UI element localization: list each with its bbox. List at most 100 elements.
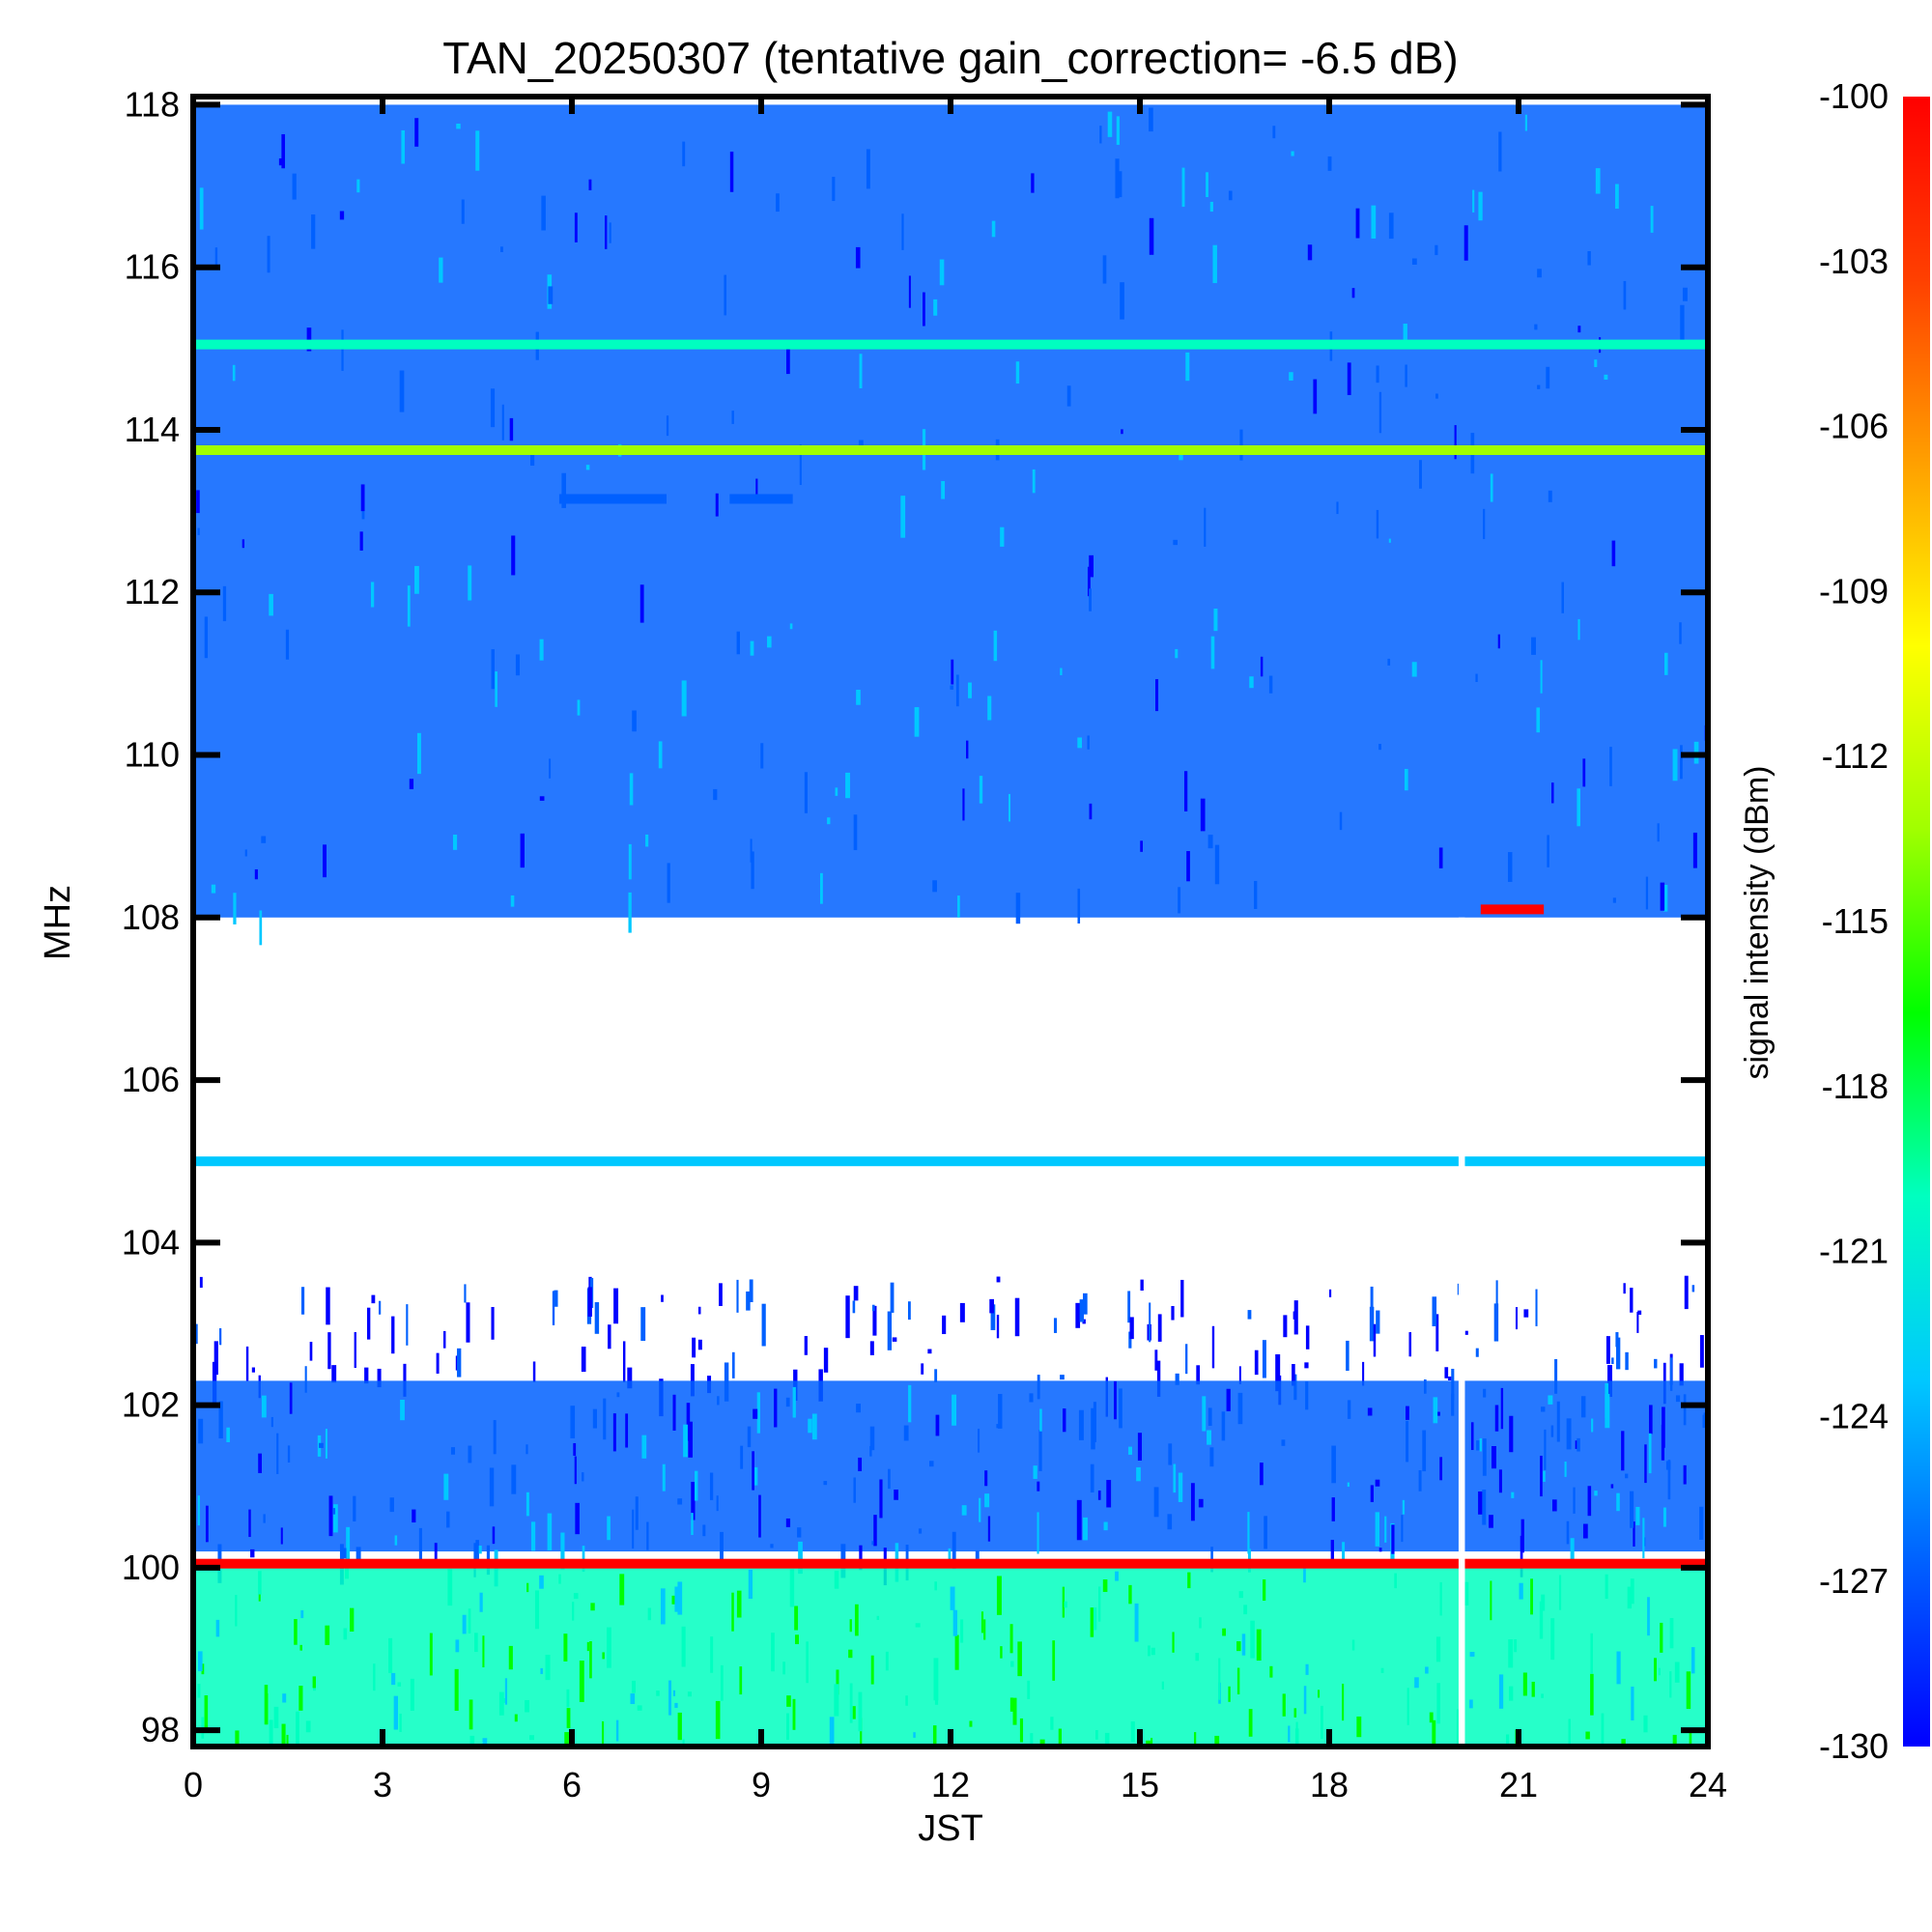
noise-speck (1548, 490, 1552, 502)
noise-speck (197, 1495, 200, 1526)
noise-speck (677, 1712, 682, 1741)
noise-speck (491, 649, 495, 690)
noise-speck (983, 1619, 986, 1640)
noise-speck (835, 787, 838, 796)
noise-speck (1406, 1406, 1409, 1420)
noise-speck (855, 246, 861, 269)
noise-speck (935, 1414, 940, 1436)
noise-speck (520, 833, 525, 868)
noise-speck (952, 1531, 956, 1570)
noise-speck (996, 1424, 1002, 1429)
noise-speck (632, 710, 637, 732)
noise-speck (265, 1693, 269, 1725)
noise-speck (785, 1397, 790, 1407)
noise-speck (356, 179, 360, 193)
noise-speck (479, 1592, 483, 1612)
noise-speck (1321, 1705, 1323, 1740)
noise-speck (1411, 258, 1417, 266)
noise-speck (276, 1433, 279, 1474)
noise-speck (1082, 1319, 1086, 1324)
noise-speck (1039, 1408, 1042, 1432)
noise-speck (789, 623, 793, 630)
noise-speck (1582, 1523, 1588, 1539)
noise-speck (927, 1349, 932, 1354)
noise-speck (289, 1382, 293, 1414)
noise-speck (468, 1608, 471, 1634)
noise-speck (468, 565, 472, 601)
y-tick-label: 112 (125, 572, 180, 611)
noise-speck (961, 1505, 967, 1516)
noise-speck (541, 195, 546, 231)
noise-speck (1307, 244, 1313, 261)
noise-speck (331, 1365, 337, 1383)
noise-speck (1662, 1507, 1666, 1527)
noise-speck (682, 141, 686, 167)
noise-speck (1573, 1487, 1576, 1514)
noise-speck (457, 1348, 462, 1378)
noise-speck (1076, 1499, 1082, 1541)
noise-speck (1524, 114, 1527, 131)
colorbar-tick-label: -100 (1819, 76, 1889, 116)
noise-speck (235, 1595, 238, 1627)
noise-speck (892, 1337, 897, 1342)
noise-speck (627, 1367, 633, 1389)
noise-speck (436, 1352, 440, 1374)
signal-line (193, 1558, 1708, 1569)
noise-speck (1185, 1344, 1188, 1375)
noise-speck (1534, 324, 1538, 330)
noise-speck (1208, 1407, 1212, 1427)
colorbar-label: signal intensity (dBm) (1739, 765, 1776, 1079)
noise-speck (1127, 1291, 1131, 1323)
noise-speck (1582, 758, 1586, 787)
y-axis-ticks: 98 100 102 104 106 108 110 112 114 116 118 (122, 84, 1708, 1749)
noise-speck (1658, 1667, 1661, 1676)
noise-speck (1010, 1661, 1014, 1667)
noise-speck (789, 1569, 795, 1607)
noise-speck (304, 1366, 307, 1393)
noise-speck (770, 1544, 774, 1548)
noise-speck (1077, 888, 1081, 924)
noise-speck (1376, 509, 1379, 539)
noise-speck (1660, 882, 1665, 911)
noise-speck (1541, 1693, 1544, 1698)
noise-speck (656, 1690, 660, 1696)
noise-speck (1422, 1430, 1427, 1472)
noise-speck (692, 1337, 696, 1358)
noise-speck (1239, 429, 1243, 461)
noise-speck (1241, 1634, 1246, 1656)
noise-speck (959, 1302, 965, 1322)
noise-speck (306, 327, 312, 352)
noise-speck (1414, 1677, 1419, 1689)
noise-speck (1669, 1617, 1674, 1649)
signal-line (1480, 904, 1545, 915)
noise-speck (1305, 1663, 1309, 1675)
noise-speck (1577, 1437, 1580, 1452)
noise-speck (218, 1401, 223, 1439)
noise-speck (1167, 1514, 1173, 1530)
noise-speck (1636, 1312, 1639, 1333)
noise-speck (1207, 1430, 1211, 1445)
noise-speck (1595, 168, 1601, 194)
noise-speck (464, 1284, 467, 1303)
noise-speck (849, 1619, 852, 1633)
noise-speck (1351, 288, 1355, 298)
noise-speck (1202, 1396, 1207, 1432)
noise-speck (1317, 1690, 1321, 1698)
noise-speck (540, 1667, 543, 1674)
noise-speck (1347, 362, 1351, 395)
y-tick-label: 104 (122, 1222, 180, 1262)
y-tick-label: 108 (122, 897, 180, 937)
noise-speck (514, 1714, 518, 1722)
persistent-lines (193, 339, 1708, 1569)
noise-speck (660, 1588, 666, 1625)
noise-speck (466, 1302, 470, 1343)
noise-speck (429, 1633, 433, 1676)
noise-speck (1580, 1396, 1586, 1418)
noise-speck (414, 565, 419, 594)
noise-speck (233, 893, 237, 924)
noise-speck (1507, 852, 1513, 882)
noise-speck (834, 1571, 839, 1589)
noise-speck (1293, 1708, 1297, 1718)
noise-speck (1089, 803, 1093, 820)
noise-speck (1089, 554, 1094, 578)
